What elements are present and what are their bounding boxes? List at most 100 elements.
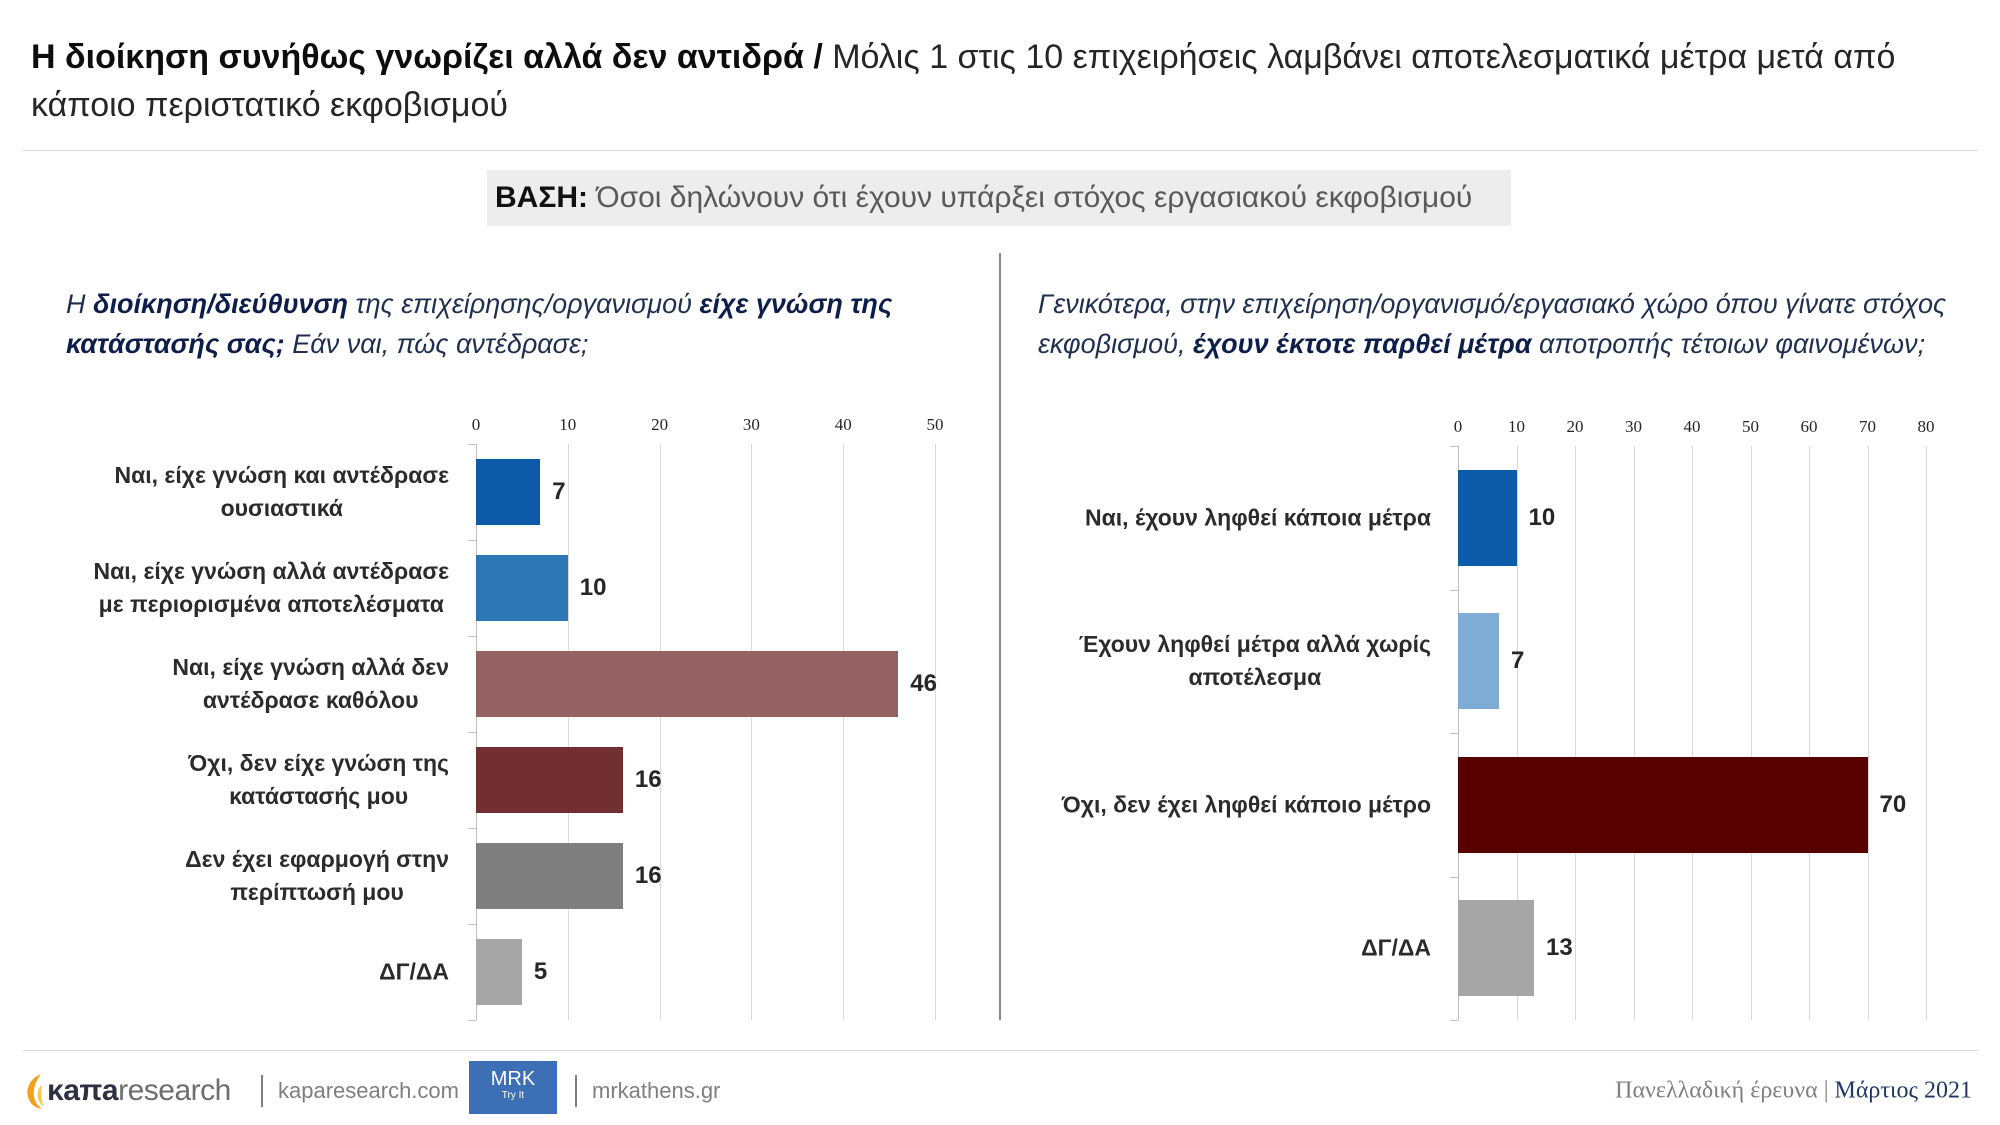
y-axis-tick: [468, 828, 476, 829]
question-emphasis: είχε γνώση της: [699, 289, 893, 319]
bar: [1458, 469, 1517, 566]
gridline: [1809, 446, 1810, 1020]
bar: [476, 938, 522, 1006]
gridline: [1634, 446, 1635, 1020]
x-tick-label: 0: [1453, 417, 1463, 436]
y-axis-tick: [1450, 877, 1458, 878]
value-label: 16: [634, 862, 662, 889]
panel-divider: [999, 253, 1001, 1020]
category-label: ΔΓ/ΔΑ: [1361, 934, 1431, 961]
value-label: 46: [910, 670, 937, 697]
mrk-logo-label: MRK: [490, 1068, 536, 1090]
x-tick-label: 20: [1566, 417, 1584, 436]
gridline: [660, 444, 661, 1020]
kapa-research-logo: κaπa research: [23, 1068, 231, 1114]
logo-suffix-text: research: [118, 1074, 231, 1107]
y-axis-tick: [468, 1020, 476, 1021]
x-tick-label: 50: [1742, 417, 1759, 436]
header-divider: [23, 150, 1978, 151]
value-label: 5: [533, 958, 548, 985]
left-question-line-1: Η διοίκηση/διεύθυνση της επιχείρησης/οργ…: [66, 284, 892, 324]
gridline: [1692, 446, 1693, 1020]
base-note: ΒΑΣΗ: Όσοι δηλώνουν ότι έχουν υπάρξει στ…: [487, 170, 1511, 226]
title-line-2: κάποιο περιστατικό εκφοβισμού: [31, 81, 1895, 129]
mrk-logo-tagline: Try It: [501, 1090, 525, 1101]
bar: [476, 842, 623, 910]
gridline: [751, 444, 752, 1020]
survey-separator: |: [1823, 1077, 1829, 1104]
left-question: Η διοίκηση/διεύθυνση της επιχείρησης/οργ…: [66, 284, 892, 364]
question-text: Η: [66, 289, 93, 319]
question-text: Εάν ναι, πώς αντέδρασε;: [284, 329, 589, 359]
y-axis-tick: [468, 540, 476, 541]
category-label: Όχι, δεν έχει ληφθεί κάποιο μέτρο: [1061, 791, 1431, 818]
base-label: ΒΑΣΗ:: [495, 181, 588, 214]
kapa-website: kaparesearch.com: [278, 1078, 459, 1103]
y-axis-tick: [1450, 733, 1458, 734]
base-text: Όσοι δηλώνουν ότι έχουν υπάρξει στόχος ε…: [588, 181, 1473, 214]
bar: [476, 458, 541, 526]
question-text: αποτροπής τέτοιων φαινομένων;: [1531, 329, 1926, 359]
value-label: 70: [1879, 790, 1907, 818]
footer-divider: [23, 1050, 1978, 1051]
survey-label: Πανελλαδική έρευνα: [1615, 1077, 1818, 1104]
category-label: Δεν έχει εφαρμογή στην περίπτωσή μου: [185, 846, 449, 905]
x-tick-label: 40: [1683, 417, 1701, 436]
logo-brand-text: κaπa: [47, 1074, 119, 1107]
category-label: ΔΓ/ΔΑ: [379, 958, 449, 985]
survey-date: Μάρτιος 2021: [1834, 1077, 1973, 1104]
y-axis-line: [476, 444, 477, 1020]
x-tick-label: 0: [471, 415, 481, 434]
x-tick-label: 60: [1800, 417, 1818, 436]
x-tick-label: 30: [1625, 417, 1642, 436]
y-axis-tick: [468, 924, 476, 925]
y-axis-tick: [468, 732, 476, 733]
mrk-logo: MRK Try It: [469, 1061, 557, 1114]
title-subline-continued: κάποιο περιστατικό εκφοβισμού: [31, 86, 508, 124]
x-tick-label: 50: [926, 415, 944, 434]
gridline: [1926, 446, 1927, 1020]
category-label: Έχουν ληφθεί μέτρα αλλά χωρίς αποτέλεσμα: [1078, 631, 1431, 691]
gridline: [1575, 446, 1576, 1020]
question-text: εκφοβισμού,: [1038, 329, 1194, 359]
gridline: [1751, 446, 1752, 1020]
value-label: 16: [634, 766, 662, 793]
category-label: Όχι, δεν είχε γνώση της κατάστασής μου: [188, 750, 449, 809]
category-label: Ναι, είχε γνώση και αντέδρασε ουσιαστικά: [114, 462, 449, 521]
y-axis-tick: [468, 636, 476, 637]
question-emphasis: έχουν έκτοτε παρθεί μέτρα: [1193, 329, 1532, 359]
x-tick-label: 20: [651, 415, 669, 434]
y-axis-line: [1458, 446, 1459, 1020]
y-axis-tick: [468, 444, 476, 445]
title-line-1: Η διοίκηση συνήθως γνωρίζει αλλά δεν αντ…: [31, 33, 1895, 81]
value-label: 13: [1546, 934, 1573, 962]
bar: [476, 746, 623, 814]
gridline: [1868, 446, 1869, 1020]
bar: [1458, 756, 1868, 853]
category-label: Ναι, είχε γνώση αλλά αντέδρασε με περιορ…: [93, 558, 449, 617]
left-question-line-2: κατάστασής σας; Εάν ναι, πώς αντέδρασε;: [66, 324, 892, 364]
gridline: [843, 444, 844, 1020]
value-label: 10: [579, 574, 607, 601]
footer-separator: [575, 1075, 577, 1107]
x-tick-label: 70: [1859, 417, 1876, 436]
value-label: 7: [552, 478, 566, 505]
right-question: Γενικότερα, στην επιχείρηση/οργανισμό/ερ…: [1038, 284, 1946, 364]
value-label: 7: [1510, 647, 1525, 675]
y-axis-tick: [1450, 590, 1458, 591]
question-text: Γενικότερα, στην επιχείρηση/οργανισμό/ερ…: [1038, 289, 1947, 319]
gridline: [935, 444, 936, 1020]
value-label: 10: [1528, 503, 1556, 531]
question-text: της επιχείρησης/οργανισμού: [347, 289, 700, 319]
category-label: Ναι, είχε γνώση αλλά δεν αντέδρασε καθόλ…: [172, 654, 449, 713]
footer-separator: [261, 1075, 263, 1107]
category-label: Ναι, έχουν ληφθεί κάποια μέτρα: [1085, 504, 1431, 531]
mrk-website: mrkathens.gr: [592, 1078, 721, 1103]
x-tick-label: 10: [1508, 417, 1525, 436]
bar: [1458, 900, 1535, 997]
y-axis-tick: [1450, 446, 1458, 447]
x-tick-label: 80: [1917, 417, 1935, 436]
question-emphasis: διοίκηση/διεύθυνση: [93, 289, 348, 319]
x-tick-label: 30: [742, 415, 760, 434]
